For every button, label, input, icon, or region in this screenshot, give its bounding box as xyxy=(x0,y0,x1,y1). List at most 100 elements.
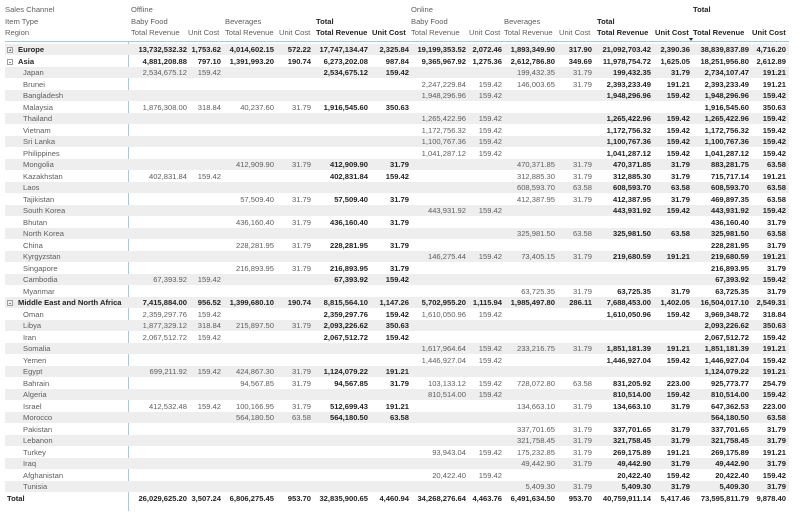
table-row[interactable]: Pakistan 337,701.65 31.79 337,701.65 31.79 33… xyxy=(5,423,789,435)
column-header-offline-total[interactable]: Total xyxy=(316,16,334,26)
column-header-online[interactable]: Online xyxy=(411,5,433,14)
header-row-measures: Region Total Revenue Unit Cost Total Rev… xyxy=(5,27,789,39)
column-header-grand-total[interactable]: Total xyxy=(693,5,711,14)
table-row[interactable]: Afghanistan 20,422.40 159.42 20,422.40 159.4… xyxy=(5,469,789,481)
table-row[interactable]: Japan 2,534,675.12 159.42 2,534,675.12 159.4… xyxy=(5,66,789,78)
table-row[interactable]: Mongolia 412,909.90 31.79 412,909.90 31.79 47… xyxy=(5,158,789,170)
table-row[interactable]: Tajikistan 57,509.40 31.79 57,509.40 31.79 41… xyxy=(5,193,789,205)
table-row[interactable]: Somalia 1,617,964.64 159.42 233,216.75 31.79… xyxy=(5,342,789,354)
cell-value: 269,175.89 xyxy=(710,447,749,457)
cell-value: 647,362.53 xyxy=(710,401,749,411)
cell-value: 191.21 xyxy=(762,447,786,457)
table-row[interactable]: Egypt 699,211.92 159.42 424,867.30 31.79 1,12… xyxy=(5,365,789,377)
table-row[interactable]: Brunei 2,247,229.84 159.42 146,003.65 31.79 2… xyxy=(5,78,789,90)
table-row[interactable]: Lebanon 321,758.45 31.79 321,758.45 31.79 321… xyxy=(5,434,789,446)
cell-value: 31.79 xyxy=(389,160,409,169)
table-row[interactable]: Kazakhstan 402,831.84 159.42 402,831.84 159.… xyxy=(5,170,789,182)
table-row[interactable]: Tunisia 5,409.30 31.79 5,409.30 31.79 5,409.3… xyxy=(5,480,789,492)
cell-value: 159.42 xyxy=(385,332,409,342)
measure-header[interactable]: Total Revenue xyxy=(316,28,368,37)
row-label: Morocco xyxy=(23,413,52,422)
cell-value: 4,881,208.88 xyxy=(142,56,187,66)
column-header-offline-beverages[interactable]: Beverages xyxy=(225,16,262,26)
expand-icon[interactable] xyxy=(7,47,13,53)
column-header-offline[interactable]: Offline xyxy=(131,5,153,14)
row-label: Pakistan xyxy=(23,425,52,434)
cell-value: 31.79 xyxy=(670,459,690,468)
table-row[interactable]: Philippines 1,041,287.12 159.42 1,041,287.1… xyxy=(5,147,789,159)
table-row[interactable]: Malaysia 1,876,308.00 318.84 40,237.60 31.79… xyxy=(5,101,789,113)
table-row[interactable]: Bahrain 94,567.85 31.79 94,567.85 31.79 103,1… xyxy=(5,377,789,389)
row-label-text: Sri Lanka xyxy=(23,137,56,146)
row-label-text: Algeria xyxy=(23,390,47,399)
measure-header[interactable]: Unit Cost xyxy=(188,28,220,37)
table-row[interactable]: Algeria 810,514.00 159.42 810,514.00 159.42 8… xyxy=(5,388,789,400)
cell-value: 31.79 xyxy=(389,240,409,250)
cell-value: 233,216.75 xyxy=(516,344,555,353)
row-label[interactable]: Asia xyxy=(7,57,34,66)
cell-value: 1,851,181.39 xyxy=(704,344,749,353)
measure-header[interactable]: Total Revenue xyxy=(597,28,649,37)
measure-header[interactable]: Unit Cost xyxy=(655,28,689,37)
collapse-icon[interactable] xyxy=(7,58,13,65)
measure-header[interactable]: Total Revenue xyxy=(504,28,553,37)
table-row[interactable]: Libya 1,877,329.12 318.84 215,897.50 31.79 2,… xyxy=(5,319,789,331)
cell-value: 2,247,229.84 xyxy=(421,79,466,89)
table-row[interactable]: Kyrgyzstan 146,275.44 159.42 73,405.15 31.79… xyxy=(5,250,789,262)
table-row[interactable]: Oman 2,359,297.76 159.42 2,359,297.76 159.42… xyxy=(5,308,789,320)
measure-header-sorted[interactable]: Total Revenue xyxy=(693,28,745,37)
measure-header[interactable]: Unit Cost xyxy=(372,28,406,37)
table-row[interactable]: Singapore 216,893.95 31.79 216,893.95 31.79 2… xyxy=(5,262,789,274)
cell-value: 1,041,287.12 xyxy=(421,148,466,158)
cell-value: 436,160.40 xyxy=(710,217,749,227)
row-label[interactable]: Middle East and North Africa xyxy=(7,298,122,307)
measure-header[interactable]: Total Revenue xyxy=(225,28,274,37)
measure-header[interactable]: Unit Cost xyxy=(559,28,591,37)
region-row[interactable]: Europe 13,732,532.32 1,753.62 4,014,602.15 5… xyxy=(5,43,789,55)
table-row[interactable]: North Korea 325,981.50 63.58 325,981.50 63.5… xyxy=(5,227,789,239)
cell-value: 1,402.05 xyxy=(660,298,690,307)
column-header-online-total[interactable]: Total xyxy=(597,16,615,26)
sort-descending-icon[interactable] xyxy=(689,38,693,41)
table-row[interactable]: Iraq 49,442.90 31.79 49,442.90 31.79 49,442.9… xyxy=(5,457,789,469)
measure-header[interactable]: Total Revenue xyxy=(131,28,180,37)
table-row[interactable]: Sri Lanka 1,100,767.36 159.42 1,100,767.36 1… xyxy=(5,135,789,147)
cell-value: 159.42 xyxy=(762,91,786,100)
cell-value: 159.42 xyxy=(762,355,786,365)
region-row[interactable]: Middle East and North Africa 7,415,884.00… xyxy=(5,296,789,308)
cell-value: 831,205.92 xyxy=(612,378,651,388)
measure-header[interactable]: Unit Cost xyxy=(279,28,311,37)
collapse-icon[interactable] xyxy=(7,300,13,306)
column-header-online-beverages[interactable]: Beverages xyxy=(504,16,541,26)
table-row[interactable]: Yemen 1,446,927.04 159.42 1,446,927.04 159.4… xyxy=(5,354,789,366)
measure-header[interactable]: Total Revenue xyxy=(411,28,460,37)
table-row[interactable]: Turkey 93,943.04 159.42 175,232.85 31.79 269,… xyxy=(5,446,789,458)
cell-value: 4,014,602.15 xyxy=(229,45,274,54)
table-row[interactable]: China 228,281.95 31.79 228,281.95 31.79 228,2… xyxy=(5,239,789,251)
cell-value: 321,758.45 xyxy=(612,436,651,445)
cell-value: 608,593.70 xyxy=(516,183,555,192)
column-header-online-baby-food[interactable]: Baby Food xyxy=(411,16,448,26)
table-row[interactable]: Laos 608,593.70 63.58 608,593.70 63.58 608,59… xyxy=(5,181,789,193)
table-row[interactable]: Thailand 1,265,422.96 159.42 1,265,422.96 15… xyxy=(5,112,789,124)
table-row[interactable]: Bhutan 436,160.40 31.79 436,160.40 31.79 436,… xyxy=(5,216,789,228)
row-label: Israel xyxy=(23,402,42,411)
table-row[interactable]: South Korea 443,931.92 159.42 443,931.92 159… xyxy=(5,204,789,216)
table-row[interactable]: Bangladesh 1,948,296.96 159.42 1,948,296.96… xyxy=(5,89,789,101)
row-label[interactable]: Europe xyxy=(7,45,44,54)
measure-header[interactable]: Unit Cost xyxy=(469,28,501,37)
grand-total-row[interactable]: Total 26,029,625.20 3,507.24 6,806,275.45 95… xyxy=(5,492,789,504)
column-header-offline-baby-food[interactable]: Baby Food xyxy=(131,16,168,26)
measure-header[interactable]: Unit Cost xyxy=(752,28,786,37)
table-row[interactable]: Israel 412,532.48 159.42 100,166.95 31.79 512… xyxy=(5,400,789,412)
cell-value: 159.42 xyxy=(197,332,221,342)
cell-value: 470,371.85 xyxy=(516,160,555,169)
table-row[interactable]: Morocco 564,180.50 63.58 564,180.50 63.58 564… xyxy=(5,411,789,423)
table-row[interactable]: Cambodia 67,393.92 159.42 67,393.92 159.42 67… xyxy=(5,273,789,285)
region-row[interactable]: Asia 4,881,208.88 797.10 1,391,993.20 190.74… xyxy=(5,55,789,67)
table-row[interactable]: Iran 2,067,512.72 159.42 2,067,512.72 159.42… xyxy=(5,331,789,343)
cell-value: 31.79 xyxy=(572,344,592,353)
row-label: Tajikistan xyxy=(23,195,54,204)
table-row[interactable]: Myanmar 63,725.35 31.79 63,725.35 31.79 63,72… xyxy=(5,285,789,297)
table-row[interactable]: Vietnam 1,172,756.32 159.42 1,172,756.32 159… xyxy=(5,124,789,136)
